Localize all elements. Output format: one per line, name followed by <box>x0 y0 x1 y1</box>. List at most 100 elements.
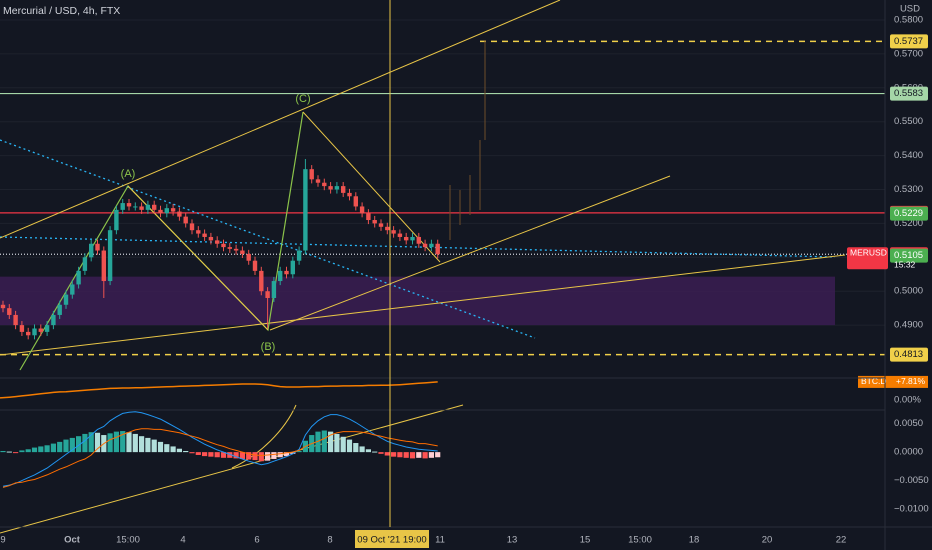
candle-body <box>63 294 69 305</box>
candle-body <box>404 236 409 241</box>
macd-bar <box>120 431 126 453</box>
candle-body <box>215 240 220 244</box>
x-tick-label: 9 <box>0 535 5 546</box>
macd-bar <box>25 449 31 453</box>
time-axis: 9 Oct 15:00 4 6 8 11 13 15 15:00 18 20 2… <box>0 530 846 548</box>
macd-bar <box>246 452 252 460</box>
price-label: 0.5583 <box>894 88 923 99</box>
wave-label: (A) <box>121 168 136 180</box>
price-label-bg <box>890 86 928 101</box>
candle-body <box>221 243 226 248</box>
macd-bar <box>328 431 334 453</box>
x-tick-label: 15 <box>580 535 591 546</box>
y-tick-label: 0.5200 <box>894 218 923 229</box>
candle-body <box>259 270 264 292</box>
macd-bar <box>208 452 214 457</box>
macd-bar <box>195 452 201 455</box>
candle-body <box>57 304 62 315</box>
crosshair-label: 09 Oct '21 19:00 <box>357 535 426 546</box>
macd-bar <box>315 431 321 453</box>
candle-body <box>385 226 390 231</box>
candle-body <box>359 206 365 214</box>
price-label: 0.4813 <box>894 349 923 360</box>
candle-body <box>372 220 377 224</box>
price-label-bg <box>890 34 928 49</box>
macd-bar <box>76 436 82 453</box>
macd-bar <box>220 452 227 458</box>
y-tick-label: −0.0100 <box>894 504 929 515</box>
macd-bar <box>183 450 189 453</box>
x-tick-label: Oct <box>64 535 81 546</box>
macd-bar <box>145 437 151 453</box>
candle-body <box>309 169 314 180</box>
price-axis: 0.58000.57000.56000.55000.54000.53000.52… <box>847 15 928 362</box>
trend-line <box>0 404 464 534</box>
candle-body <box>353 196 358 207</box>
candle-body <box>139 206 144 210</box>
macd-bar <box>50 443 56 453</box>
macd-bar <box>403 452 409 458</box>
macd-bar <box>157 441 164 453</box>
macd-bar <box>239 452 245 459</box>
macd-bar <box>359 446 365 453</box>
x-tick-label: 8 <box>327 535 332 546</box>
candle-body <box>177 211 182 217</box>
macd-bar <box>139 436 145 453</box>
candle-body <box>51 314 56 326</box>
candle-body <box>233 248 239 251</box>
macd-bar <box>227 452 233 458</box>
candle-body <box>145 204 151 210</box>
y-tick-label: 0.00% <box>894 395 921 406</box>
price-label-bg <box>890 206 928 221</box>
macd-bar <box>384 452 390 456</box>
symbol-label: MERUSD <box>850 248 887 258</box>
candle-body <box>341 186 346 193</box>
macd-bar <box>202 452 208 457</box>
candle-body <box>95 243 100 251</box>
macd-bar <box>38 446 44 453</box>
candle-body <box>189 223 195 231</box>
candle-body <box>303 169 308 251</box>
macd-bar <box>422 452 428 459</box>
wave-label: (B) <box>261 341 276 353</box>
x-tick-label: 13 <box>507 535 518 546</box>
price-label-bg <box>890 347 928 362</box>
macd-bar <box>69 437 75 453</box>
candle-body <box>164 208 169 214</box>
macd-line <box>2 411 438 487</box>
x-tick-label: 15:00 <box>628 535 652 546</box>
candle-body <box>13 314 18 326</box>
macd-bar <box>340 436 346 453</box>
wave-line <box>127 185 269 331</box>
macd-bar <box>94 432 101 453</box>
macd-bar <box>164 444 170 453</box>
macd-bar <box>321 430 327 453</box>
candle-body <box>429 243 434 248</box>
x-tick-label: 4 <box>180 535 185 546</box>
candle-body <box>410 236 415 241</box>
candle-body <box>334 186 340 190</box>
candle-body <box>290 260 295 275</box>
candle-body <box>296 250 302 261</box>
macd-bar <box>290 452 296 454</box>
drawings <box>0 0 846 534</box>
candle-body <box>107 230 113 282</box>
candle-body <box>89 243 94 258</box>
btcd-line <box>0 381 438 399</box>
candle-body <box>170 208 176 212</box>
candle-body <box>32 328 37 336</box>
candle-body <box>240 250 245 254</box>
crosshair-label-bg <box>355 530 429 548</box>
macd-bar <box>0 450 6 453</box>
y-tick-label: 0.5400 <box>894 150 923 161</box>
trend-line <box>0 139 536 339</box>
candle-body <box>435 243 440 255</box>
x-tick-label: 18 <box>689 535 700 546</box>
btcd-label-bg <box>858 375 928 388</box>
y-tick-label: 0.0050 <box>894 418 923 429</box>
btcd-name: BTC.D <box>861 376 887 386</box>
curve <box>231 404 297 469</box>
candle-body <box>208 236 214 241</box>
